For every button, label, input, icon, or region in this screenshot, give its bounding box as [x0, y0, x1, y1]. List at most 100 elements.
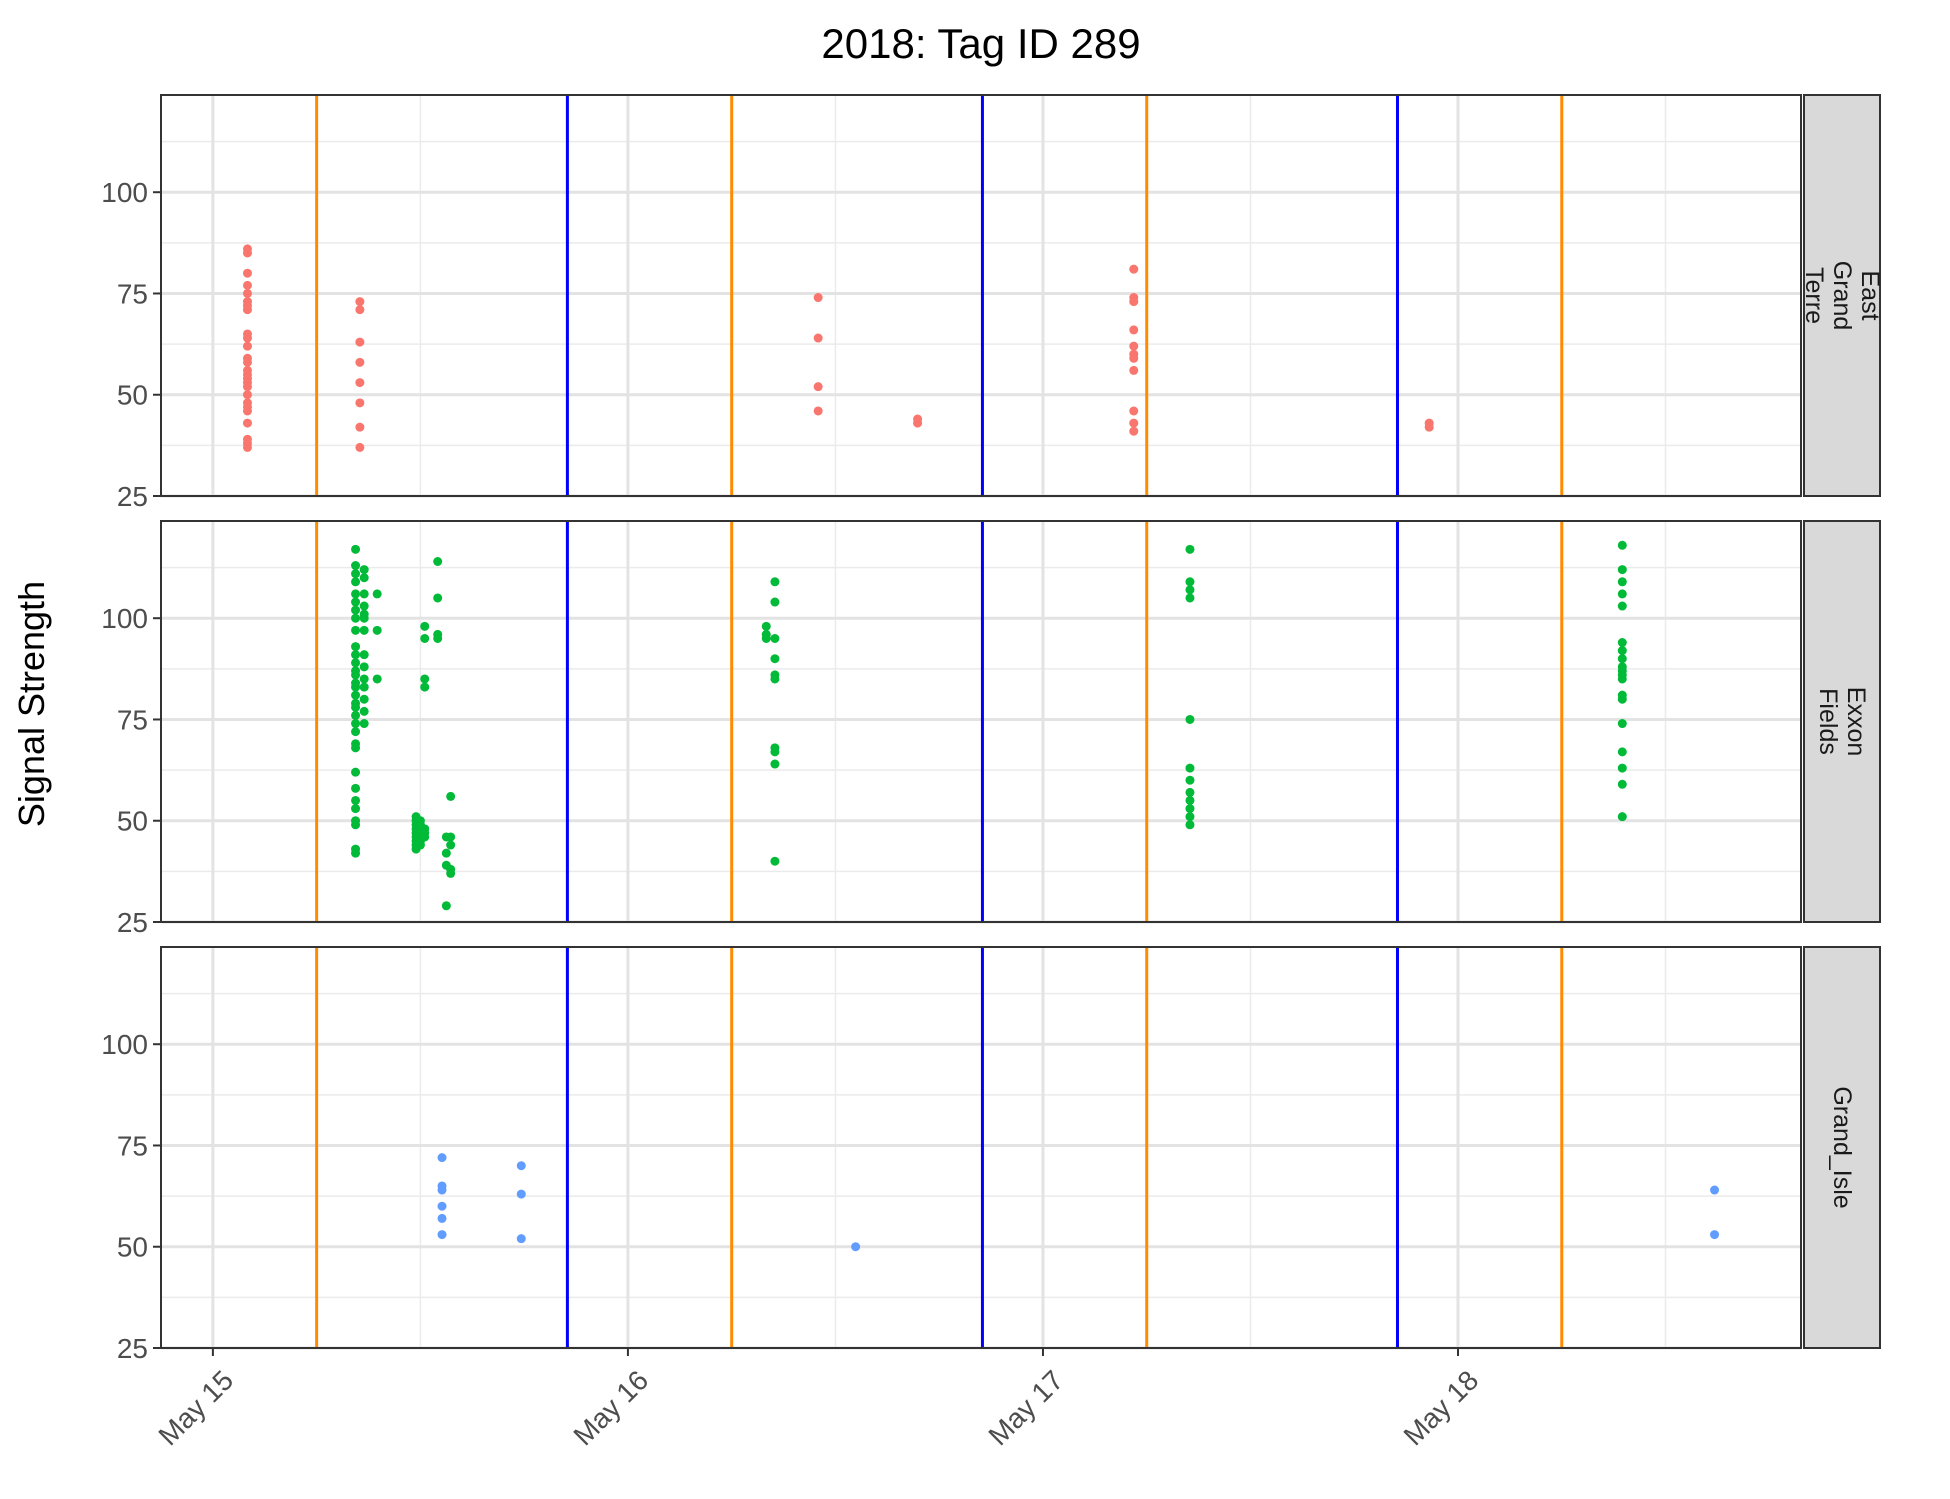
- data-point: [913, 418, 923, 428]
- data-point: [770, 654, 780, 664]
- data-point: [351, 625, 361, 635]
- data-point: [770, 747, 780, 757]
- data-point: [1710, 1230, 1720, 1240]
- y-tick-label: 25: [117, 481, 148, 512]
- data-point: [516, 1189, 526, 1199]
- y-tick-label: 100: [101, 1029, 148, 1060]
- data-point: [1617, 674, 1627, 684]
- data-point: [351, 597, 361, 607]
- data-point: [359, 674, 369, 684]
- data-point: [359, 589, 369, 599]
- data-point: [351, 670, 361, 680]
- data-point: [437, 1230, 447, 1240]
- data-point: [1617, 540, 1627, 550]
- data-point: [1617, 638, 1627, 648]
- panel-border: [160, 946, 1802, 1349]
- data-point: [437, 1153, 447, 1163]
- facet-strip: [1803, 520, 1881, 923]
- data-point: [446, 791, 456, 801]
- data-point: [242, 442, 252, 452]
- data-point: [420, 832, 430, 842]
- y-tick-label: 50: [117, 380, 148, 411]
- data-point: [351, 650, 361, 660]
- data-point: [770, 674, 780, 684]
- data-point: [359, 682, 369, 692]
- y-tick-label: 75: [117, 278, 148, 309]
- data-point: [242, 357, 252, 367]
- data-point: [770, 633, 780, 643]
- data-point: [1617, 719, 1627, 729]
- data-point: [813, 406, 823, 416]
- data-point: [351, 613, 361, 623]
- data-point: [242, 305, 252, 315]
- data-point: [242, 341, 252, 351]
- y-tick-label: 100: [101, 177, 148, 208]
- data-point: [242, 382, 252, 392]
- data-point: [446, 840, 456, 850]
- data-point: [1129, 341, 1139, 351]
- data-point: [1617, 577, 1627, 587]
- data-point: [242, 288, 252, 298]
- data-point: [351, 804, 361, 814]
- data-point: [359, 573, 369, 583]
- data-point: [1129, 426, 1139, 436]
- y-axis-title: Signal Strength: [11, 581, 52, 827]
- data-point: [359, 565, 369, 575]
- data-point: [242, 333, 252, 343]
- data-point: [1617, 646, 1627, 656]
- chart-title: 2018: Tag ID 289: [821, 20, 1140, 67]
- panel-border: [160, 94, 1802, 497]
- data-point: [1185, 804, 1195, 814]
- data-point: [351, 719, 361, 729]
- data-point: [351, 848, 361, 858]
- data-point: [359, 625, 369, 635]
- data-point: [1185, 714, 1195, 724]
- data-point: [1185, 795, 1195, 805]
- data-point: [355, 357, 365, 367]
- data-point: [372, 589, 382, 599]
- data-point: [433, 557, 443, 567]
- data-point: [1185, 544, 1195, 554]
- facet-strip-label: Grand_Isle: [1828, 1086, 1856, 1208]
- data-point: [359, 650, 369, 660]
- data-point: [351, 820, 361, 830]
- data-point: [433, 633, 443, 643]
- data-point: [415, 840, 425, 850]
- data-point: [1129, 325, 1139, 335]
- data-point: [1185, 787, 1195, 797]
- data-point: [351, 577, 361, 587]
- data-point: [1185, 593, 1195, 603]
- y-tick-label: 25: [117, 907, 148, 938]
- data-point: [1129, 297, 1139, 307]
- data-point: [1617, 812, 1627, 822]
- data-point: [420, 682, 430, 692]
- data-point: [242, 248, 252, 258]
- data-point: [1185, 577, 1195, 587]
- facet-strip-label: Grand: [1828, 261, 1856, 330]
- panel-grand-isle: 25 50 75 100 Grand_Isle: [101, 946, 1881, 1364]
- data-point: [1617, 779, 1627, 789]
- data-point: [813, 382, 823, 392]
- data-point: [351, 767, 361, 777]
- data-point: [351, 795, 361, 805]
- data-point: [433, 593, 443, 603]
- data-point: [355, 297, 365, 307]
- data-point: [1617, 565, 1627, 575]
- data-point: [1710, 1185, 1720, 1195]
- data-point: [1617, 589, 1627, 599]
- data-point: [1617, 763, 1627, 773]
- data-point: [351, 569, 361, 579]
- data-point: [770, 577, 780, 587]
- data-point: [420, 621, 430, 631]
- data-point: [359, 662, 369, 672]
- data-point: [441, 848, 451, 858]
- data-point: [420, 633, 430, 643]
- data-point: [446, 868, 456, 878]
- data-point: [351, 682, 361, 692]
- data-point: [359, 613, 369, 623]
- data-point: [516, 1234, 526, 1244]
- data-point: [420, 674, 430, 684]
- data-point: [351, 743, 361, 753]
